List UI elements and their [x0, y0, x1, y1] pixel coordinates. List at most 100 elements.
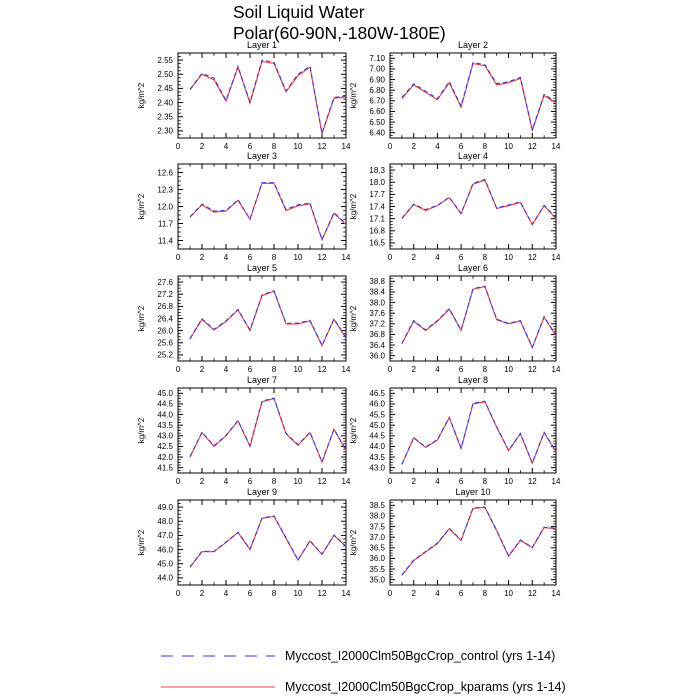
x-tick-label: 4 [435, 589, 440, 598]
y-tick-label: 17.4 [369, 202, 385, 211]
y-tick-label: 6.60 [369, 107, 385, 116]
y-tick-label: 44.0 [157, 410, 173, 419]
subplot-layer-2: Layer 2 6.406.50 6.606.70 6.80 6.907.00 7.10 0… [349, 40, 561, 151]
series-control-line [401, 506, 557, 576]
subplot-layer-3: Layer 3 11.4 11.7 12.0 12.3 12.6 0 2 4 6 8 10 12 14 kg… [137, 151, 351, 262]
y-tick-label: 37.5 [369, 522, 385, 531]
subplot-title: Layer 10 [455, 487, 490, 497]
x-tick-label: 12 [318, 477, 327, 486]
y-tick-label: 12.6 [157, 168, 173, 177]
subplot-layer-10: Layer 10 35.035.5 36.036.5 37.0 37.538.0 38.5… [349, 487, 561, 598]
x-tick-label: 0 [176, 253, 181, 262]
y-tick-label: 46.0 [369, 400, 385, 409]
y-tick-label: 6.40 [369, 128, 385, 137]
y-tick-label: 2.45 [157, 84, 173, 93]
series-kparams-line [189, 515, 347, 568]
x-tick-label: 4 [224, 142, 229, 151]
x-tick-label: 8 [272, 253, 277, 262]
x-tick-label: 14 [552, 142, 561, 151]
y-tick-label: 43.0 [369, 463, 385, 472]
y-tick-label: 2.40 [157, 98, 173, 107]
y-tick-label: 36.0 [369, 554, 385, 563]
subplot-layer-8: Layer 8 43.043.5 44.044.5 45.0 45.546.0 46.5 0… [349, 375, 561, 486]
legend-label-control: Myccost_I2000Clm50BgcCrop_control (yrs 1… [285, 648, 556, 663]
x-tick-label: 12 [528, 142, 537, 151]
x-tick-label: 10 [294, 477, 303, 486]
y-tick-label: 38.0 [369, 298, 385, 307]
y-tick-label: 27.2 [157, 290, 173, 299]
figure-title-line2: Polar(60-90N,-180W-180E) [233, 23, 446, 43]
x-tick-label: 8 [483, 253, 488, 262]
x-tick-label: 12 [318, 142, 327, 151]
x-tick-label: 10 [504, 365, 513, 374]
series-kparams-line [189, 182, 347, 242]
x-tick-label: 8 [483, 365, 488, 374]
y-axis-title: kg/m^2 [349, 82, 358, 108]
figure-title-line1: Soil Liquid Water [233, 2, 365, 22]
series-control-line [189, 397, 347, 464]
x-tick-label: 8 [483, 142, 488, 151]
y-axis-title: kg/m^2 [349, 417, 358, 443]
y-axis-title: kg/m^2 [137, 529, 146, 555]
x-tick-label: 2 [411, 477, 416, 486]
x-tick-label: 12 [528, 253, 537, 262]
x-tick-label: 12 [318, 253, 327, 262]
series-control-line [189, 59, 347, 134]
y-tick-label: 49.0 [157, 503, 173, 512]
x-tick-label: 12 [528, 589, 537, 598]
x-tick-label: 2 [200, 589, 205, 598]
x-tick-label: 10 [294, 142, 303, 151]
y-tick-label: 2.50 [157, 70, 173, 79]
y-tick-label: 17.1 [369, 214, 385, 223]
subplot-layer-9: Layer 9 44.0 45.0 46.0 47.0 48.0 49.0 0 2 4 6 8 10 12… [137, 487, 351, 598]
y-tick-label: 43.0 [157, 432, 173, 441]
x-tick-label: 10 [504, 253, 513, 262]
x-tick-label: 2 [411, 142, 416, 151]
x-tick-label: 2 [200, 477, 205, 486]
x-tick-label: 6 [248, 365, 253, 374]
x-tick-label: 8 [272, 589, 277, 598]
x-tick-label: 4 [224, 253, 229, 262]
y-tick-label: 18.0 [369, 178, 385, 187]
x-tick-label: 14 [342, 589, 351, 598]
y-tick-label: 12.0 [157, 202, 173, 211]
y-tick-label: 41.5 [157, 463, 173, 472]
y-tick-label: 37.6 [369, 309, 385, 318]
x-tick-label: 8 [483, 589, 488, 598]
subplot-layer-7: Layer 7 41.542.0 42.543.0 43.5 44.044.5 45.0 0… [137, 375, 351, 486]
y-tick-label: 26.4 [157, 314, 173, 323]
x-tick-label: 4 [435, 142, 440, 151]
y-tick-label: 36.4 [369, 341, 385, 350]
legend-item-control: Myccost_I2000Clm50BgcCrop_control (yrs 1… [160, 640, 566, 671]
x-tick-label: 4 [224, 477, 229, 486]
y-tick-label: 2.30 [157, 127, 173, 136]
y-axis-title: kg/m^2 [137, 417, 146, 443]
y-tick-label: 16.5 [369, 239, 385, 248]
x-tick-label: 14 [342, 142, 351, 151]
y-tick-label: 7.10 [369, 54, 385, 63]
subplot-title: Layer 3 [247, 151, 277, 161]
subplot-layer-5: Layer 5 25.2 25.6 26.0 26.4 26.8 27.2 27.6 0 2 4 6 8… [137, 263, 351, 374]
y-tick-label: 45.0 [157, 560, 173, 569]
x-tick-label: 12 [528, 477, 537, 486]
y-tick-label: 38.4 [369, 288, 385, 297]
y-tick-label: 37.2 [369, 320, 385, 329]
figure-title: Soil Liquid Water Polar(60-90N,-180W-180… [233, 2, 446, 44]
y-axis-title: kg/m^2 [349, 529, 358, 555]
x-tick-label: 6 [248, 142, 253, 151]
y-tick-label: 2.55 [157, 56, 173, 65]
plot-frame [177, 275, 347, 362]
series-control-line [401, 178, 557, 226]
y-tick-label: 44.5 [157, 400, 173, 409]
x-tick-label: 10 [504, 589, 513, 598]
y-tick-label: 18.3 [369, 166, 385, 175]
y-tick-label: 46.0 [157, 545, 173, 554]
y-tick-label: 35.0 [369, 575, 385, 584]
subplot-layer-1: Layer 1 2.30 2.35 2.40 2.45 2.50 2.55 0 2 4 6 8 10 12… [137, 40, 351, 151]
y-tick-label: 36.8 [369, 330, 385, 339]
x-tick-label: 10 [294, 365, 303, 374]
y-tick-label: 27.6 [157, 278, 173, 287]
solid-line-sample-icon [161, 685, 275, 688]
y-tick-label: 38.5 [369, 501, 385, 510]
plot-frame [389, 499, 557, 586]
